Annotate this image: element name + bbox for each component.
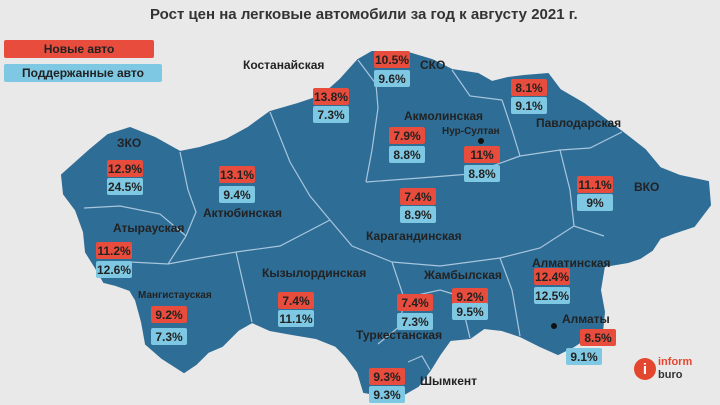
border-karaganda-almaty [499,225,605,259]
border-mangistau-aktobe [167,251,253,323]
new-car-price-badge: 11% [464,146,500,163]
new-car-price-badge: 9.3% [369,368,405,385]
border-karaganda-zhambyl [391,257,501,267]
new-car-price-badge: 9.2% [452,288,488,305]
page-title: Рост цен на легковые автомобили за год к… [150,6,578,23]
new-car-price-badge: 10.5% [374,51,410,68]
region-name-label: ВКО [634,180,660,194]
new-car-price-badge: 7.4% [278,292,314,309]
region-name-label: Алматинская [532,256,611,270]
border-pavlodar-vko [519,131,623,157]
region-name-label: Костанайская [243,58,325,72]
region-name-label: Туркестанская [356,328,443,342]
used-car-price-badge: 7.3% [397,313,433,330]
border-aktobe-kyzylorda [235,219,331,253]
used-car-price-badge: 12.6% [96,261,132,278]
region-name-label: Акмолинская [404,109,484,123]
region-name-label: Атырауская [113,221,185,235]
used-car-price-badge: 8.8% [464,165,500,182]
border-kostanay-aktobe [269,111,331,221]
used-car-price-badge: 9.4% [219,186,255,203]
almaty-marker [551,323,557,329]
used-car-price-badge: 7.3% [313,106,349,123]
new-car-price-badge: 8.5% [580,329,616,346]
legend-used-cars: Поддержанные авто [4,64,162,82]
region-name-label: ЗКО [117,136,142,150]
region-name-label: Актюбинская [203,206,283,220]
new-car-price-badge: 13.8% [313,88,349,105]
region-name-label: Жамбылская [424,268,502,282]
used-car-price-badge: 8.9% [400,206,436,223]
city-label: Нур-Султан [442,126,500,137]
region-name-label: Карагандинская [366,229,462,243]
new-car-price-badge: 8.1% [511,79,547,96]
logo-text-buro: buro [658,369,683,381]
legend-new-cars: Новые авто [4,40,154,58]
border-zko-aktobe [179,151,197,237]
new-car-price-badge: 7.4% [397,294,433,311]
used-car-price-badge: 24.5% [107,178,143,195]
used-car-price-badge: 9.5% [452,303,488,320]
new-car-price-badge: 12.9% [107,160,143,177]
region-name-label: Алматы [562,312,610,326]
new-car-price-badge: 7.4% [400,188,436,205]
used-car-price-badge: 8.8% [389,146,425,163]
used-car-price-badge: 11.1% [278,310,314,327]
used-car-price-badge: 9.1% [566,348,602,365]
region-name-label: Кызылординская [262,266,367,280]
region-name-label: Шымкент [420,374,477,388]
border-kyzylorda-turkestan [377,261,405,345]
border-zko-atyrau [83,205,187,237]
informburo-logo: i inform buro [634,356,706,384]
new-car-price-badge: 7.9% [389,127,425,144]
used-car-price-badge: 9% [577,194,613,211]
used-car-price-badge: 9.1% [511,97,547,114]
border-sko-pavlodar [451,69,503,101]
new-car-price-badge: 9.2% [151,306,187,323]
new-car-price-badge: 11.2% [96,242,132,259]
used-car-price-badge: 9.6% [374,70,410,87]
legend: Новые авто Поддержанные авто [4,40,164,88]
used-car-price-badge: 9.3% [369,386,405,403]
border-zhambyl-almaty [499,257,521,337]
new-car-price-badge: 13.1% [219,166,255,183]
used-car-price-badge: 7.3% [151,328,187,345]
border-kyzylorda-karaganda [329,219,393,263]
region-name-label: СКО [420,58,446,72]
used-car-price-badge: 12.5% [534,287,570,304]
region-name-label: Павлодарская [536,116,622,130]
city-label: Мангистауская [138,290,212,301]
new-car-price-badge: 12.4% [534,268,570,285]
new-car-price-badge: 11.1% [577,176,613,193]
border-karaganda-vko [559,149,575,227]
logo-text-inform: inform [658,356,693,368]
border-akmola-pavlodar [501,99,521,157]
border-kostanay-akmola [365,107,379,183]
nur-sultan-marker [478,138,484,144]
border-shymkent [407,355,431,371]
logo-circle: i [634,358,656,380]
